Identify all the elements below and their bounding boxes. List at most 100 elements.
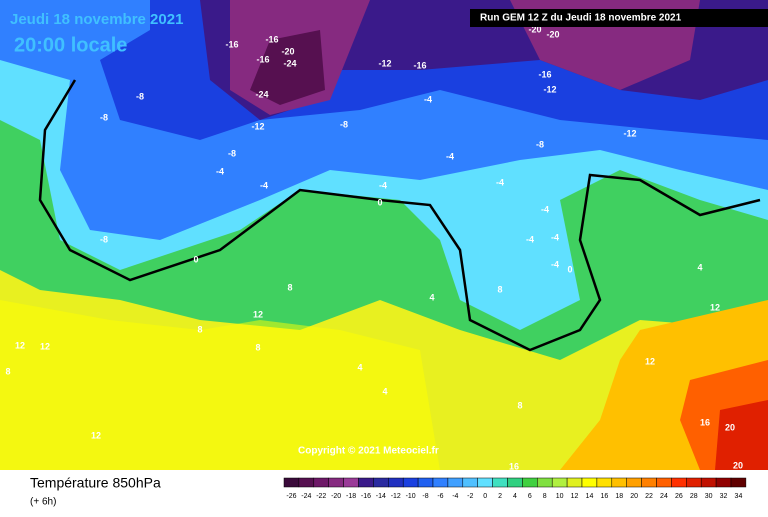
contour-label: 8 [197, 324, 202, 334]
legend-label: -18 [346, 493, 356, 500]
legend-swatch [626, 477, 642, 488]
legend-swatch [283, 477, 300, 488]
legend-swatch [730, 477, 747, 488]
contour-label: -4 [551, 232, 559, 242]
legend-label: 34 [735, 493, 743, 500]
legend-swatch [358, 477, 374, 488]
legend-swatch [328, 477, 344, 488]
legend-swatch [477, 477, 493, 488]
legend-swatch [641, 477, 657, 488]
legend-label: -6 [437, 493, 443, 500]
legend-label: 28 [690, 493, 698, 500]
contour-label: 4 [382, 386, 387, 396]
contour-label: 12 [15, 340, 25, 350]
legend-swatch [417, 477, 434, 488]
legend-label: -24 [301, 493, 311, 500]
contour-label: 0 [377, 197, 382, 207]
contour-label: 0 [193, 254, 198, 264]
contour-label: -8 [228, 148, 236, 158]
legend-swatch [447, 477, 464, 488]
legend-swatch [566, 477, 583, 488]
legend-label: -22 [316, 493, 326, 500]
time-label: 20:00 locale [14, 34, 127, 56]
run-label: Run GEM 12 Z du Jeudi 18 novembre 2021 [480, 13, 682, 24]
contour-label: -20 [546, 29, 559, 39]
legend-swatch [715, 477, 732, 488]
contour-label: -20 [528, 24, 541, 34]
legend-swatch [686, 477, 702, 488]
contour-label: 8 [497, 284, 502, 294]
legend-swatch [656, 477, 672, 488]
legend-label: 0 [483, 493, 487, 500]
legend-swatch [671, 477, 687, 488]
contour-label: 16 [700, 417, 710, 427]
temp-zone [0, 300, 440, 470]
legend-swatch [611, 477, 627, 488]
contour-label: 8 [287, 282, 292, 292]
legend-label: 10 [556, 493, 564, 500]
contour-label: -4 [526, 234, 534, 244]
legend-swatch [700, 477, 717, 488]
temp-zone [250, 30, 325, 105]
legend-swatch [537, 477, 553, 488]
copyright: Copyright © 2021 Meteociel.fr [298, 446, 439, 457]
contour-label: -12 [378, 58, 391, 68]
contour-label: 0 [567, 264, 572, 274]
contour-label: -4 [216, 166, 224, 176]
legend-label: 20 [630, 493, 638, 500]
contour-label: 4 [429, 292, 434, 302]
legend-swatch [313, 477, 329, 488]
legend-swatch [373, 477, 389, 488]
legend-swatch [551, 477, 568, 488]
temp-zone [715, 400, 768, 470]
legend-label: 8 [543, 493, 547, 500]
contour-label: -24 [283, 58, 296, 68]
contour-label: -8 [340, 119, 348, 129]
contour-label: -4 [446, 151, 454, 161]
legend-label: -16 [361, 493, 371, 500]
legend-swatch [298, 477, 315, 488]
legend-label: -10 [406, 493, 416, 500]
contour-label: -4 [260, 180, 268, 190]
legend-label: 30 [705, 493, 713, 500]
legend-swatch [522, 477, 538, 488]
contour-label: -16 [265, 34, 278, 44]
contour-label: -12 [623, 128, 636, 138]
contour-label: 12 [91, 430, 101, 440]
footer-title: Température 850hPa [30, 475, 161, 491]
contour-label: -8 [136, 91, 144, 101]
contour-label: -12 [543, 84, 556, 94]
contour-label: -16 [256, 54, 269, 64]
contour-label: 4 [697, 262, 702, 272]
contour-label: 8 [5, 366, 10, 376]
contour-label: -20 [281, 46, 294, 56]
legend-label: 22 [645, 493, 653, 500]
contour-label: 4 [357, 362, 362, 372]
contour-label: 8 [517, 400, 522, 410]
contour-label: 12 [253, 309, 263, 319]
contour-label: -4 [496, 177, 504, 187]
legend-swatch [507, 477, 523, 488]
temp-zone [230, 0, 700, 115]
contour-label: -4 [551, 259, 559, 269]
contour-label: 16 [509, 461, 519, 471]
contour-label: -16 [413, 60, 426, 70]
contour-label: 20 [725, 422, 735, 432]
legend-swatch [492, 477, 508, 488]
contour-label: 20 [733, 460, 743, 470]
legend-swatch [402, 477, 419, 488]
legend-swatch [388, 477, 404, 488]
contour-label: -8 [536, 139, 544, 149]
legend-swatch [596, 477, 613, 488]
legend-label: 2 [498, 493, 502, 500]
contour-label: -16 [225, 39, 238, 49]
run-banner [470, 9, 768, 27]
contour-label: -8 [100, 112, 108, 122]
contour-label: 8 [255, 342, 260, 352]
legend-label: 32 [720, 493, 728, 500]
legend-label: -8 [422, 493, 428, 500]
contour-label: 12 [40, 341, 50, 351]
legend-swatch [462, 477, 478, 488]
